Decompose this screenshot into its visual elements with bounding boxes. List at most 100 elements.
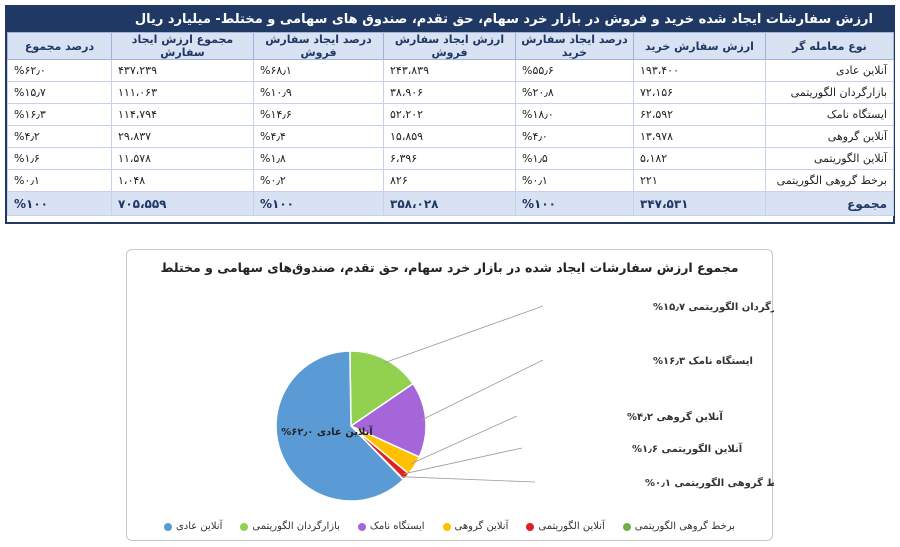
total-value: ۷۰۵،۵۵۹ bbox=[111, 191, 254, 216]
table-row: ایستگاه نامک ۶۲،۵۹۲ %۱۸٫۰ ۵۲،۲۰۲ %۱۴٫۶ ۱… bbox=[7, 103, 894, 126]
row-total-value: ۴۳۷،۲۳۹ bbox=[111, 59, 254, 82]
table-row: بازارگردان الگوریتمی ۷۲،۱۵۶ %۲۰٫۸ ۳۸،۹۰۶… bbox=[7, 81, 894, 104]
data-label: آنلاین الگوریتمی ۱٫۶% bbox=[632, 442, 743, 455]
total-sell-value: ۳۵۸،۰۲۸ bbox=[383, 191, 516, 216]
row-buy-value: ۶۲،۵۹۲ bbox=[633, 103, 766, 126]
row-trader-type: آنلاین عادی bbox=[765, 59, 894, 82]
leader-line bbox=[400, 476, 536, 483]
pie-chart: بازارگردان الگوریتمی ۱۵٫۷% ایستگاه نامک ۱… bbox=[275, 300, 774, 502]
header-buy-percent: درصد ایجاد سفارش خرید bbox=[515, 32, 634, 60]
row-buy-value: ۵،۱۸۲ bbox=[633, 147, 766, 170]
row-sell-value: ۸۲۶ bbox=[383, 169, 516, 192]
data-label: آنلاین عادی ۶۲٫۰% bbox=[281, 425, 373, 438]
row-total-value: ۱۱۱،۰۶۳ bbox=[111, 81, 254, 104]
legend-item: آنلاین عادی bbox=[163, 521, 223, 532]
data-label: برخط گروهی الگوریتمی ۰٫۱% bbox=[645, 476, 774, 489]
row-sell-percent: %۱۴٫۶ bbox=[253, 103, 384, 126]
row-total-percent: %۱۶٫۳ bbox=[7, 103, 112, 126]
total-buy-percent: %۱۰۰ bbox=[515, 191, 634, 216]
row-sell-value: ۵۲،۲۰۲ bbox=[383, 103, 516, 126]
legend-item: برخط گروهی الگوریتمی bbox=[622, 521, 736, 532]
row-buy-percent: %۱٫۵ bbox=[515, 147, 634, 170]
row-trader-type: بازارگردان الگوریتمی bbox=[765, 81, 894, 104]
leader-line bbox=[411, 415, 518, 465]
header-total-value: مجموع ارزش ایجاد سفارش bbox=[111, 32, 254, 60]
table-row: آنلاین عادی ۱۹۳،۴۰۰ %۵۵٫۶ ۲۴۳،۸۳۹ %۶۸٫۱ … bbox=[7, 59, 894, 82]
table-total-row: مجموع ۳۴۷،۵۳۱ %۱۰۰ ۳۵۸،۰۲۸ %۱۰۰ ۷۰۵،۵۵۹ … bbox=[7, 191, 894, 216]
row-buy-percent: %۰٫۱ bbox=[515, 169, 634, 192]
total-sell-percent: %۱۰۰ bbox=[253, 191, 384, 216]
table-row: آنلاین گروهی ۱۳،۹۷۸ %۴٫۰ ۱۵،۸۵۹ %۴٫۴ ۲۹،… bbox=[7, 125, 894, 148]
data-label: آنلاین گروهی ۴٫۲% bbox=[627, 410, 723, 423]
header-trader-type: نوع معامله گر bbox=[765, 32, 894, 60]
leader-line bbox=[421, 359, 544, 421]
orders-table: نوع معامله گر ارزش سفارش خرید درصد ایجاد… bbox=[7, 32, 894, 216]
table-row: برخط گروهی الگوریتمی ۲۲۱ %۰٫۱ ۸۲۶ %۰٫۲ ۱… bbox=[7, 169, 894, 192]
legend-label: برخط گروهی الگوریتمی bbox=[634, 521, 736, 532]
table-row: آنلاین الگوریتمی ۵،۱۸۲ %۱٫۵ ۶،۳۹۶ %۱٫۸ ۱… bbox=[7, 147, 894, 170]
total-buy-value: ۳۴۷،۵۳۱ bbox=[633, 191, 766, 216]
row-buy-percent: %۴٫۰ bbox=[515, 125, 634, 148]
row-buy-percent: %۲۰٫۸ bbox=[515, 81, 634, 104]
row-total-percent: %۱۵٫۷ bbox=[7, 81, 112, 104]
row-buy-percent: %۱۸٫۰ bbox=[515, 103, 634, 126]
legend-swatch bbox=[163, 522, 172, 531]
leader-line bbox=[403, 447, 523, 475]
row-sell-percent: %۴٫۴ bbox=[253, 125, 384, 148]
pie-chart-panel: مجموع ارزش سفارشات ایجاد شده در بازار خر… bbox=[126, 249, 774, 541]
legend-item: بازارگردان الگوریتمی bbox=[240, 521, 340, 532]
data-label: ایستگاه نامک ۱۶٫۳% bbox=[653, 354, 753, 367]
row-sell-percent: %۱٫۸ bbox=[253, 147, 384, 170]
row-sell-value: ۶،۳۹۶ bbox=[383, 147, 516, 170]
header-buy-value: ارزش سفارش خرید bbox=[633, 32, 766, 60]
pie-slice bbox=[275, 350, 405, 502]
total-percent: %۱۰۰ bbox=[7, 191, 112, 216]
row-trader-type: آنلاین گروهی bbox=[765, 125, 894, 148]
legend-label: بازارگردان الگوریتمی bbox=[252, 521, 340, 532]
row-total-percent: %۱٫۶ bbox=[7, 147, 112, 170]
row-total-percent: %۰٫۱ bbox=[7, 169, 112, 192]
legend-swatch bbox=[526, 522, 535, 531]
row-sell-percent: %۱۰٫۹ bbox=[253, 81, 384, 104]
row-trader-type: برخط گروهی الگوریتمی bbox=[765, 169, 894, 192]
row-total-percent: %۶۲٫۰ bbox=[7, 59, 112, 82]
legend-swatch bbox=[357, 522, 366, 531]
chart-legend: آنلاین عادی بازارگردان الگوریتمی ایستگاه ن… bbox=[127, 521, 772, 532]
legend-label: ایستگاه نامک bbox=[369, 521, 425, 532]
data-label: بازارگردان الگوریتمی ۱۵٫۷% bbox=[653, 300, 774, 313]
row-buy-value: ۷۲،۱۵۶ bbox=[633, 81, 766, 104]
orders-table-panel: ارزش سفارشات ایجاد شده خرید و فروش در با… bbox=[5, 5, 895, 224]
row-sell-value: ۱۵،۸۵۹ bbox=[383, 125, 516, 148]
legend-item: آنلاین گروهی bbox=[442, 521, 509, 532]
pie-slice bbox=[349, 382, 427, 459]
row-buy-value: ۱۳،۹۷۸ bbox=[633, 125, 766, 148]
row-sell-percent: %۶۸٫۱ bbox=[253, 59, 384, 82]
pie-slice bbox=[349, 350, 415, 428]
row-total-value: ۲۹،۸۳۷ bbox=[111, 125, 254, 148]
row-total-value: ۱۱،۵۷۸ bbox=[111, 147, 254, 170]
legend-label: آنلاین عادی bbox=[175, 521, 223, 532]
row-buy-value: ۲۲۱ bbox=[633, 169, 766, 192]
legend-label: آنلاین گروهی bbox=[454, 521, 509, 532]
row-sell-value: ۲۴۳،۸۳۹ bbox=[383, 59, 516, 82]
header-sell-percent: درصد ایجاد سفارش فروش bbox=[253, 32, 384, 60]
row-total-value: ۱۱۴،۷۹۴ bbox=[111, 103, 254, 126]
row-sell-value: ۳۸،۹۰۶ bbox=[383, 81, 516, 104]
legend-item: ایستگاه نامک bbox=[357, 521, 425, 532]
total-label: مجموع bbox=[765, 191, 894, 216]
header-sell-value: ارزش ایجاد سفارش فروش bbox=[383, 32, 516, 60]
row-total-percent: %۴٫۲ bbox=[7, 125, 112, 148]
row-trader-type: ایستگاه نامک bbox=[765, 103, 894, 126]
legend-swatch bbox=[442, 522, 451, 531]
table-header-row: نوع معامله گر ارزش سفارش خرید درصد ایجاد… bbox=[7, 32, 894, 60]
legend-swatch bbox=[240, 522, 249, 531]
row-trader-type: آنلاین الگوریتمی bbox=[765, 147, 894, 170]
legend-swatch bbox=[622, 522, 631, 531]
legend-item: آنلاین الگوریتمی bbox=[526, 521, 605, 532]
table-title: ارزش سفارشات ایجاد شده خرید و فروش در با… bbox=[7, 7, 893, 32]
row-sell-percent: %۰٫۲ bbox=[253, 169, 384, 192]
row-total-value: ۱،۰۴۸ bbox=[111, 169, 254, 192]
chart-title: مجموع ارزش سفارشات ایجاد شده در بازار خر… bbox=[160, 260, 739, 275]
row-buy-percent: %۵۵٫۶ bbox=[515, 59, 634, 82]
leader-line bbox=[383, 305, 544, 364]
